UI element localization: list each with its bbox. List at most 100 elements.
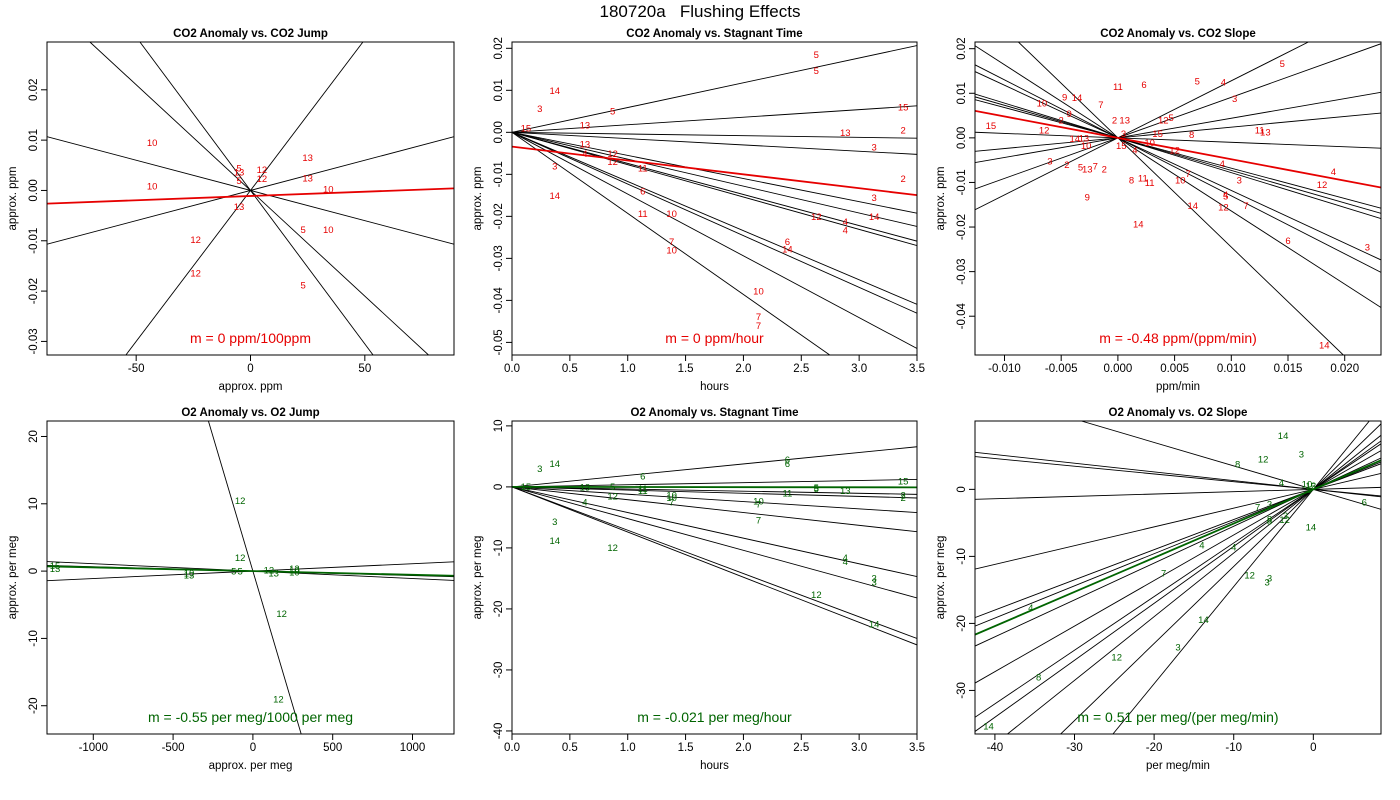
y-tick-label: -0.04: [956, 303, 968, 330]
data-point-label: 5: [236, 163, 241, 174]
fit-line: [512, 131, 917, 139]
data-point-label: 10: [753, 496, 764, 507]
data-point-label: 7: [1243, 201, 1248, 212]
fit-line: [975, 486, 1381, 500]
y-tick-label: 0: [956, 486, 968, 492]
plot-frame: [46, 41, 455, 356]
fit-lines: [47, 42, 454, 355]
data-point-label: 12: [1218, 202, 1229, 213]
data-point-label: 14: [550, 191, 561, 202]
fit-line: [512, 486, 917, 499]
data-point-label: 6: [1285, 236, 1290, 247]
fit-line: [975, 96, 1381, 214]
data-points: 1513101355121212131310101212: [50, 496, 300, 706]
fit-line: [1060, 423, 1381, 734]
data-point-label: 2: [900, 493, 905, 504]
x-tick-label: -40: [987, 742, 1004, 754]
x-tick-label: -500: [162, 742, 185, 754]
fit-line: [512, 45, 917, 133]
data-point-label: 12: [190, 235, 201, 246]
x-axis-label: ppm/min: [1156, 381, 1200, 393]
data-point-label: 10: [666, 209, 677, 220]
y-tick-label: -30: [956, 682, 968, 699]
data-point-label: 2: [900, 490, 905, 501]
y-tick-label: 0.02: [493, 37, 505, 59]
fit-line: [512, 486, 917, 495]
y-tick-label: -0.05: [493, 329, 505, 355]
x-axis-label: hours: [700, 381, 729, 393]
fit-line: [1018, 42, 1344, 355]
x-tick-label: 0: [1310, 742, 1316, 754]
x-tick-label: 0.010: [1217, 363, 1246, 375]
data-point-label: 12: [607, 492, 618, 503]
y-tick-label: -10: [956, 548, 968, 565]
x-tick-label: -1000: [79, 742, 108, 754]
x-tick-label: 0.0: [504, 363, 520, 375]
data-point-label: 11: [1138, 173, 1148, 184]
data-point-label: 3: [872, 573, 877, 584]
slope-annotation: m = -0.55 per meg/1000 per meg: [148, 709, 353, 725]
data-point-label: 7: [756, 312, 761, 323]
data-point-label: 10: [323, 184, 334, 195]
data-point-label: 12: [257, 174, 268, 185]
data-point-label: 4: [1279, 478, 1284, 489]
data-point-label: 7: [669, 498, 674, 509]
y-tick-label: -0.01: [28, 228, 40, 254]
fit-lines: [975, 421, 1381, 734]
data-point-label: 12: [811, 590, 822, 601]
fit-line: [1112, 421, 1370, 734]
data-point-label: 7: [1186, 169, 1191, 180]
slope-annotation: m = -0.48 ppm/(ppm/min): [1099, 330, 1257, 346]
slope-annotation: m = -0.021 per meg/hour: [637, 709, 792, 725]
y-tick-label: -0.03: [956, 259, 968, 285]
data-point-label: 14: [1319, 341, 1330, 352]
data-point-label: 13: [580, 482, 591, 493]
data-point-label: 4: [582, 149, 587, 160]
y-tick-label: -0.02: [493, 203, 505, 229]
data-point-label: 3: [537, 464, 542, 475]
x-tick-label: -20: [1146, 742, 1163, 754]
data-point-label: 3: [1237, 176, 1242, 187]
chart-title: O2 Anomaly vs. O2 Jump: [181, 407, 319, 419]
chart-title: O2 Anomaly vs. Stagnant Time: [630, 407, 798, 419]
x-tick-label: 2.0: [735, 363, 751, 375]
data-point-label: 4: [1220, 159, 1225, 170]
y-tick-label: 10: [493, 419, 505, 432]
y-tick-label: 0.00: [956, 127, 968, 149]
plot-frame: [974, 420, 1382, 735]
data-point-label: 13: [840, 128, 851, 139]
data-point-label: 10: [753, 287, 764, 298]
data-point-label: 14: [1070, 134, 1081, 145]
x-tick-label: 0.000: [1104, 363, 1133, 375]
data-point-label: 11: [782, 488, 792, 499]
x-tick-label: 0.005: [1160, 363, 1189, 375]
data-point-label: 3: [872, 578, 877, 589]
data-point-label: 11: [1255, 125, 1265, 136]
data-point-label: 8: [1189, 130, 1194, 141]
fit-line: [512, 486, 917, 639]
data-point-label: 8: [1036, 673, 1041, 684]
fit-line: [975, 131, 1381, 149]
data-point-label: 12: [276, 609, 287, 620]
data-point-label: 13: [184, 571, 195, 582]
data-point-label: 8: [1267, 516, 1272, 527]
x-tick-label: 500: [323, 742, 342, 754]
y-tick-label: 0.01: [956, 82, 968, 104]
x-axis-label: approx. ppm: [219, 381, 283, 393]
x-tick-label: -30: [1066, 742, 1083, 754]
x-tick-label: 2.5: [793, 363, 809, 375]
data-point-label: 7: [756, 515, 761, 526]
data-points: 6614361515513111155132212101011107747314…: [521, 455, 909, 631]
fit-line: [207, 421, 302, 734]
data-point-label: 4: [1221, 78, 1226, 89]
fit-line: [975, 99, 1381, 209]
data-point-label: 2: [1112, 116, 1117, 127]
data-point-label: 14: [1306, 522, 1317, 533]
fit-line: [512, 486, 917, 599]
data-point-label: 3: [537, 104, 542, 115]
data-point-label: 7: [1161, 569, 1166, 580]
y-tick-label: -10: [28, 630, 40, 647]
data-point-label: 15: [898, 103, 909, 114]
x-tick-label: 0.015: [1274, 363, 1303, 375]
